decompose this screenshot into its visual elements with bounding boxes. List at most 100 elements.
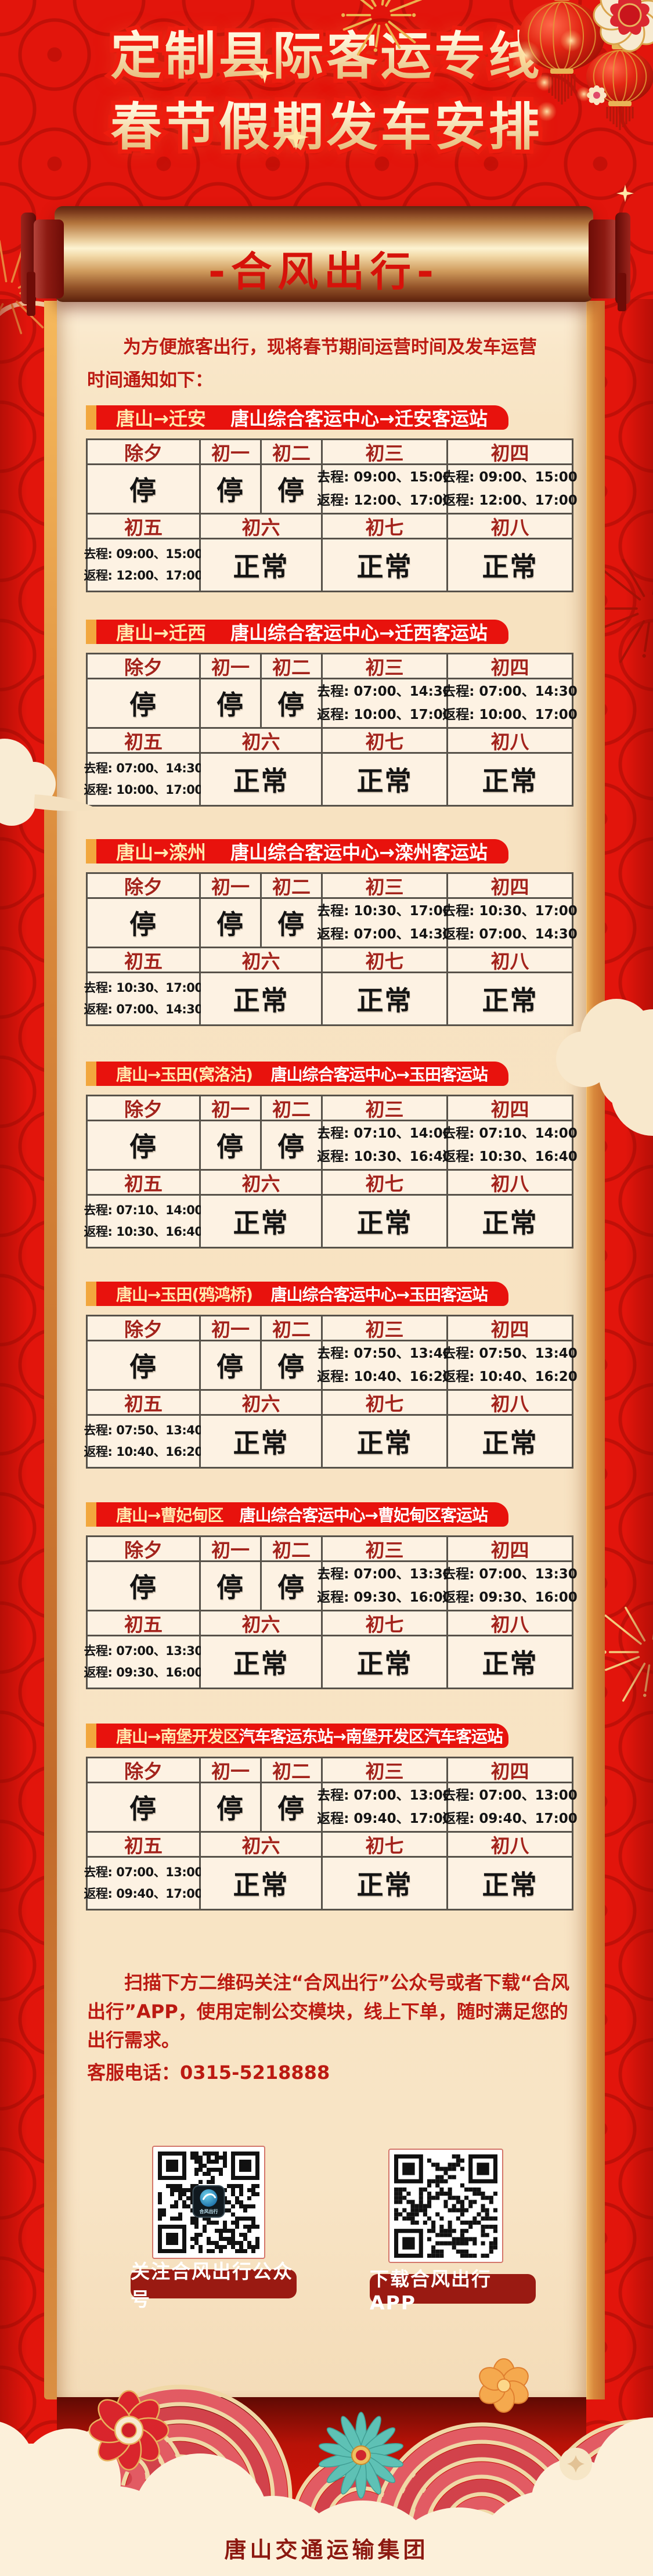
status-cell: 停 [201, 899, 260, 947]
status-cell: 停 [201, 1562, 260, 1610]
scroll-edge-right [585, 301, 605, 2399]
route-schedule-block: 唐山→南堡开发区汽车客运东站→南堡开发区汽车客运站除夕初一初二初三初四停停停去程… [86, 1724, 573, 1748]
status-cell: 正常 [201, 539, 321, 591]
day-cell: 初六 [201, 948, 321, 972]
qr-label-app: 下载合风出行APP [370, 2274, 536, 2304]
status-cell: 正常 [448, 1196, 572, 1247]
route-label: 唐山→迁安 [116, 404, 206, 431]
status-cell: 停 [88, 1783, 199, 1831]
status-cell: 正常 [323, 1858, 446, 1909]
status-cell: 停 [262, 1562, 321, 1610]
route-label: 唐山→迁西 [116, 618, 206, 645]
status-cell: 停 [88, 899, 199, 947]
back-times: 返程: 09:40、17:00 [317, 1807, 452, 1830]
day-cell: 初七 [323, 1833, 446, 1856]
status-cell: 正常 [448, 973, 572, 1024]
back-times: 返程: 10:00、17:00 [84, 779, 203, 801]
status-cell: 正常 [448, 539, 572, 591]
status-cell: 停 [88, 679, 199, 727]
day-cell: 初二 [262, 654, 321, 678]
route-label: 唐山→南堡开发区 [116, 1724, 239, 1747]
status-cell: 正常 [323, 1636, 446, 1688]
day-cell: 初四 [448, 1096, 572, 1120]
schedule-table: 除夕初一初二初三初四停停停去程: 09:00、15:00返程: 12:00、17… [86, 438, 573, 592]
bar-accent [86, 1062, 96, 1086]
status-cell: 停 [201, 679, 260, 727]
qr-center-logo: 合风出行 [193, 2186, 225, 2217]
route-label: 唐山→曹妃甸区 [116, 1503, 223, 1526]
back-times: 返程: 12:00、17:00 [442, 489, 578, 512]
back-times: 返程: 10:40、16:20 [442, 1365, 578, 1388]
go-times: 去程: 07:10、14:00 [442, 1122, 578, 1145]
qr-code-wechat: 合风出行 [152, 2146, 265, 2259]
times-cell: 去程: 07:00、14:30返程: 10:00、17:00 [448, 679, 572, 727]
go-times: 去程: 07:10、14:00 [317, 1122, 452, 1145]
times-cell: 去程: 07:50、13:40返程: 10:40、16:20 [448, 1341, 572, 1389]
go-times: 去程: 09:00、15:00 [442, 466, 578, 489]
scroll-brand: -合风出行- [55, 239, 593, 298]
back-times: 返程: 10:30、16:40 [442, 1145, 578, 1168]
status-cell: 正常 [448, 1416, 572, 1467]
route-schedule-block: 唐山→曹妃甸区唐山综合客运中心→曹妃甸区客运站除夕初一初二初三初四停停停去程: … [86, 1502, 573, 1527]
day-cell: 初七 [323, 729, 446, 752]
route-schedule-block: 唐山→迁安唐山综合客运中心→迁安客运站除夕初一初二初三初四停停停去程: 09:0… [86, 405, 573, 430]
paper-bottom-shadow [57, 2397, 586, 2467]
status-cell: 正常 [201, 1636, 321, 1688]
day-cell: 初三 [323, 440, 446, 463]
page-title-line2: 春节假期发车安排 春节假期发车安排 [0, 86, 653, 150]
route-label: 唐山→玉田(窝洛沽) [116, 1062, 252, 1085]
day-cell: 初二 [262, 1316, 321, 1340]
status-cell: 停 [88, 1562, 199, 1610]
qr-code-icon [394, 2154, 497, 2258]
route-header-bar: 唐山→南堡开发区汽车客运东站→南堡开发区汽车客运站 [86, 1724, 508, 1748]
status-cell: 正常 [201, 1196, 321, 1247]
back-times: 返程: 10:30、16:40 [317, 1145, 452, 1168]
day-cell: 初一 [201, 1096, 260, 1120]
status-cell: 停 [201, 1783, 260, 1831]
day-cell: 初一 [201, 1537, 260, 1560]
day-cell: 初七 [323, 948, 446, 972]
times-cell: 去程: 07:10、14:00返程: 10:30、16:40 [88, 1196, 199, 1247]
go-times: 去程: 10:30、17:00 [317, 900, 452, 923]
day-cell: 初二 [262, 1758, 321, 1782]
times-cell: 去程: 07:50、13:40返程: 10:40、16:20 [323, 1341, 446, 1389]
day-cell: 初四 [448, 1316, 572, 1340]
day-cell: 初七 [323, 1171, 446, 1194]
notice-text: 扫描下方二维码关注“合风出行”公众号或者下载“合风出行”APP，使用定制公交模块… [87, 1969, 582, 2055]
day-cell: 初五 [88, 515, 199, 538]
station-label: 唐山综合客运中心→玉田客运站 [271, 1062, 488, 1085]
route-label: 唐山→玉田(鸦鸿桥) [116, 1282, 252, 1305]
day-cell: 初三 [323, 1096, 446, 1120]
go-times: 去程: 07:50、13:40 [84, 1420, 203, 1441]
back-times: 返程: 10:00、17:00 [317, 703, 452, 726]
times-cell: 去程: 10:30、17:00返程: 07:00、14:30 [448, 899, 572, 947]
route-label: 唐山→滦州 [116, 838, 206, 865]
day-cell: 初二 [262, 1096, 321, 1120]
status-cell: 停 [201, 1121, 260, 1169]
day-cell: 初五 [88, 948, 199, 972]
times-cell: 去程: 07:00、14:30返程: 10:00、17:00 [323, 679, 446, 727]
day-cell: 初四 [448, 874, 572, 897]
day-cell: 初三 [323, 654, 446, 678]
go-times: 去程: 07:00、14:30 [442, 680, 578, 703]
route-schedule-block: 唐山→滦州唐山综合客运中心→滦州客运站除夕初一初二初三初四停停停去程: 10:3… [86, 839, 573, 864]
day-cell: 初八 [448, 1171, 572, 1194]
status-cell: 停 [88, 465, 199, 513]
day-cell: 初八 [448, 948, 572, 972]
day-cell: 初三 [323, 874, 446, 897]
schedule-table: 除夕初一初二初三初四停停停去程: 07:00、14:30返程: 10:00、17… [86, 653, 573, 807]
day-cell: 初四 [448, 1758, 572, 1782]
schedule-table: 除夕初一初二初三初四停停停去程: 07:10、14:00返程: 10:30、16… [86, 1095, 573, 1249]
day-cell: 初六 [201, 729, 321, 752]
status-cell: 正常 [201, 1416, 321, 1467]
status-cell: 停 [88, 1121, 199, 1169]
back-times: 返程: 09:30、16:00 [317, 1586, 452, 1609]
times-cell: 去程: 07:00、13:00返程: 09:40、17:00 [323, 1783, 446, 1831]
scroll-cap-left [27, 272, 35, 316]
day-cell: 初五 [88, 1391, 199, 1414]
times-cell: 去程: 10:30、17:00返程: 07:00、14:30 [323, 899, 446, 947]
bar-accent [86, 1282, 96, 1306]
day-cell: 初八 [448, 1833, 572, 1856]
route-schedule-block: 唐山→玉田(鸦鸿桥)唐山综合客运中心→玉田客运站除夕初一初二初三初四停停停去程:… [86, 1282, 573, 1306]
back-times: 返程: 10:40、16:20 [84, 1441, 203, 1463]
